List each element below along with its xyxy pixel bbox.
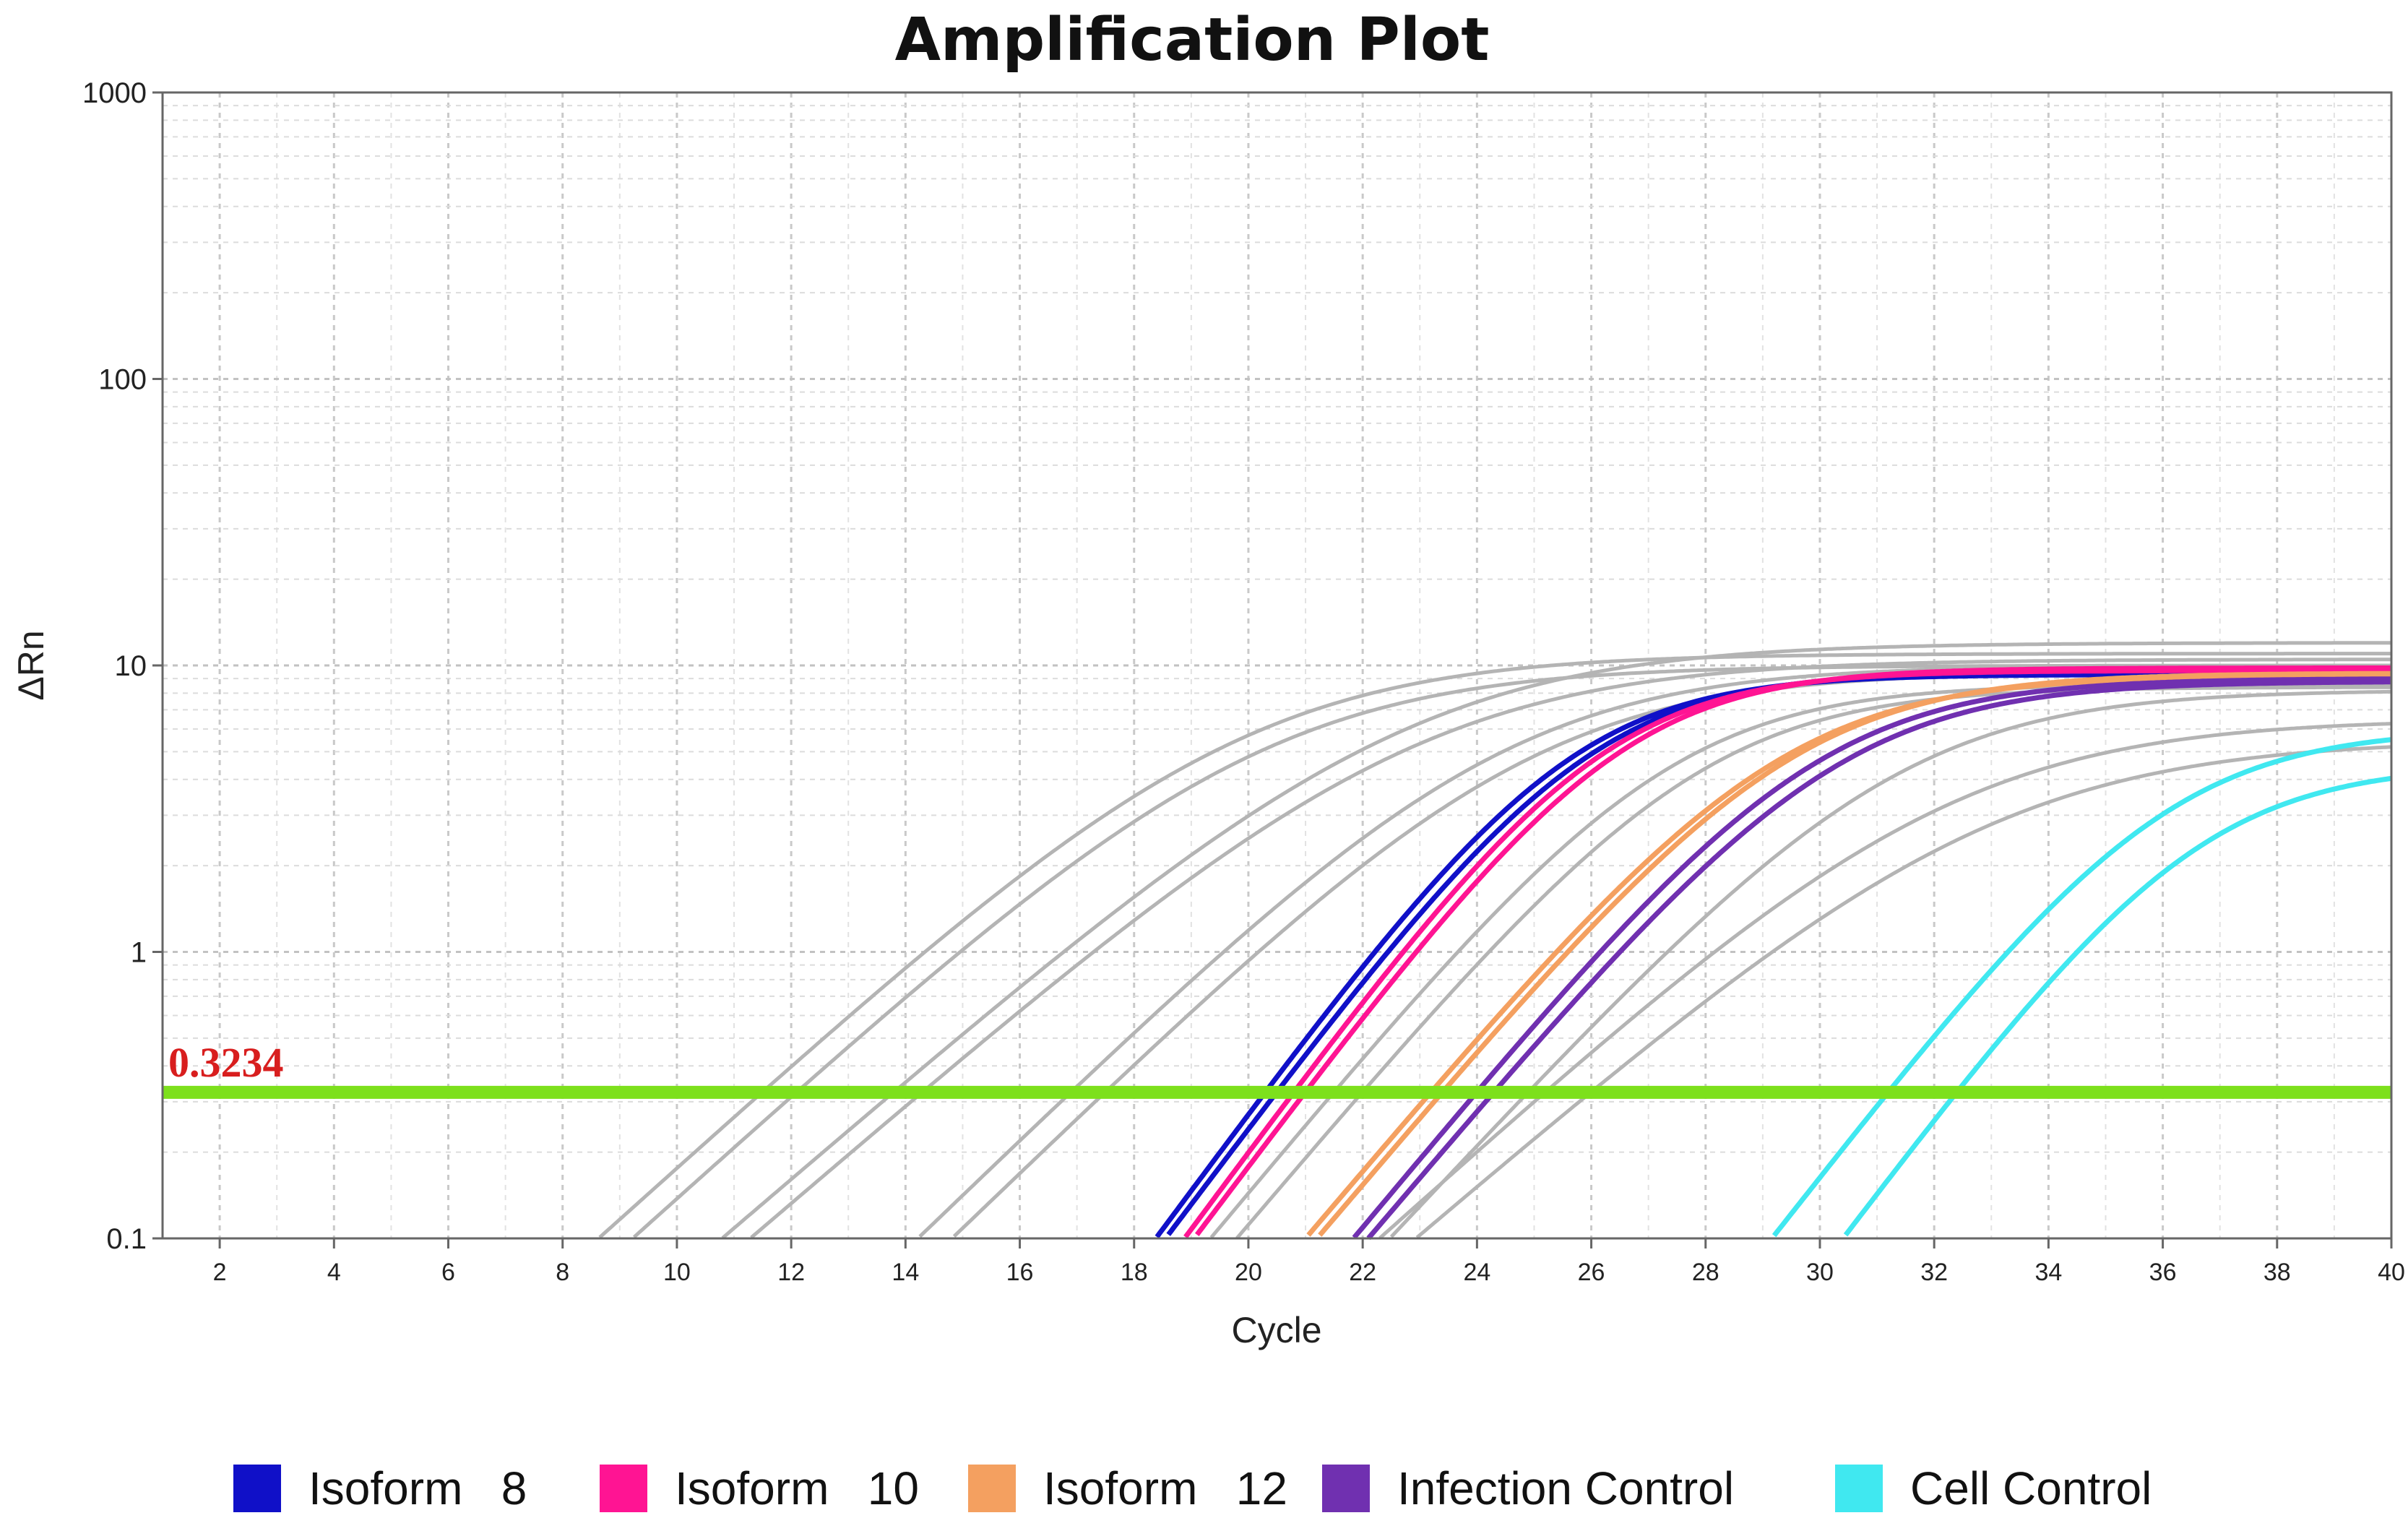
x-tick-label: 16 bbox=[1006, 1259, 1034, 1286]
x-tick-label: 4 bbox=[327, 1259, 341, 1286]
chart-title: Amplification Plot bbox=[894, 6, 1490, 74]
y-tick-label: 100 bbox=[98, 364, 147, 396]
x-axis-ticks: 2 4 6 8 10 12 14 16 18 20 22 24 26 28 30 32 34 36 38 40 bbox=[213, 1238, 2405, 1286]
y-tick-label: 10 bbox=[115, 650, 147, 682]
x-tick-label: 12 bbox=[777, 1259, 805, 1286]
y-tick-label: 0.1 bbox=[106, 1223, 147, 1255]
background-curve bbox=[598, 652, 2391, 1239]
x-tick-label: 24 bbox=[1463, 1259, 1490, 1286]
y-tick-label: 1000 bbox=[82, 77, 147, 109]
threshold-label: 0.3234 bbox=[168, 1039, 284, 1086]
series-curve bbox=[1195, 665, 2391, 1236]
legend-item: Isoform 12 bbox=[968, 1452, 1287, 1524]
legend-swatch bbox=[1322, 1465, 1370, 1512]
series-curves bbox=[1155, 665, 2392, 1241]
background-curve bbox=[1235, 685, 2391, 1240]
legend-swatch bbox=[1835, 1465, 1883, 1512]
legend-swatch bbox=[233, 1465, 281, 1512]
legend-item: Cell Control bbox=[1835, 1452, 2152, 1524]
x-tick-label: 38 bbox=[2264, 1259, 2291, 1286]
x-tick-label: 36 bbox=[2149, 1259, 2177, 1286]
series-curve bbox=[1366, 679, 2391, 1241]
background-curve bbox=[1389, 689, 2392, 1238]
series-curve bbox=[1843, 775, 2392, 1237]
legend-item: Isoform 8 bbox=[233, 1452, 527, 1524]
series-curve bbox=[1772, 737, 2392, 1238]
legend-label: Isoform 12 bbox=[1043, 1462, 1287, 1514]
x-tick-label: 22 bbox=[1349, 1259, 1376, 1286]
legend-label: Isoform 10 bbox=[675, 1462, 919, 1514]
x-tick-label: 2 bbox=[213, 1259, 227, 1286]
background-curve bbox=[721, 641, 2391, 1240]
x-axis-label: Cycle bbox=[1231, 1310, 1321, 1350]
x-tick-label: 26 bbox=[1578, 1259, 1605, 1286]
y-axis-ticks: 0.1 1 10 100 1000 bbox=[82, 77, 163, 1255]
legend-item: Infection Control bbox=[1322, 1452, 1734, 1524]
legend-label: Cell Control bbox=[1910, 1462, 2152, 1514]
x-tick-label: 18 bbox=[1121, 1259, 1148, 1286]
x-tick-label: 20 bbox=[1235, 1259, 1262, 1286]
legend: Isoform 8 Isoform 10 Isoform 12 Infection C… bbox=[0, 1452, 2408, 1524]
legend-label: Infection Control bbox=[1397, 1462, 1735, 1514]
x-tick-label: 28 bbox=[1692, 1259, 1719, 1286]
x-tick-label: 40 bbox=[2378, 1259, 2405, 1286]
x-tick-label: 10 bbox=[663, 1259, 691, 1286]
x-tick-label: 14 bbox=[892, 1259, 919, 1286]
x-tick-label: 32 bbox=[1920, 1259, 1948, 1286]
legend-label: Isoform 8 bbox=[308, 1462, 527, 1514]
series-curve bbox=[1318, 670, 2391, 1237]
background-curve bbox=[750, 657, 2391, 1239]
y-axis-label: ΔRn bbox=[11, 630, 51, 700]
threshold: 0.3234 bbox=[163, 1039, 2391, 1099]
legend-swatch bbox=[600, 1465, 647, 1512]
y-tick-label: 1 bbox=[131, 937, 147, 969]
background-curve bbox=[1415, 745, 2392, 1239]
series-curve bbox=[1352, 676, 2391, 1240]
x-tick-label: 30 bbox=[1806, 1259, 1834, 1286]
legend-swatch bbox=[968, 1465, 1016, 1512]
x-tick-label: 6 bbox=[441, 1259, 455, 1286]
legend-item: Isoform 10 bbox=[600, 1452, 919, 1524]
x-tick-label: 8 bbox=[556, 1259, 569, 1286]
x-tick-label: 34 bbox=[2034, 1259, 2062, 1286]
